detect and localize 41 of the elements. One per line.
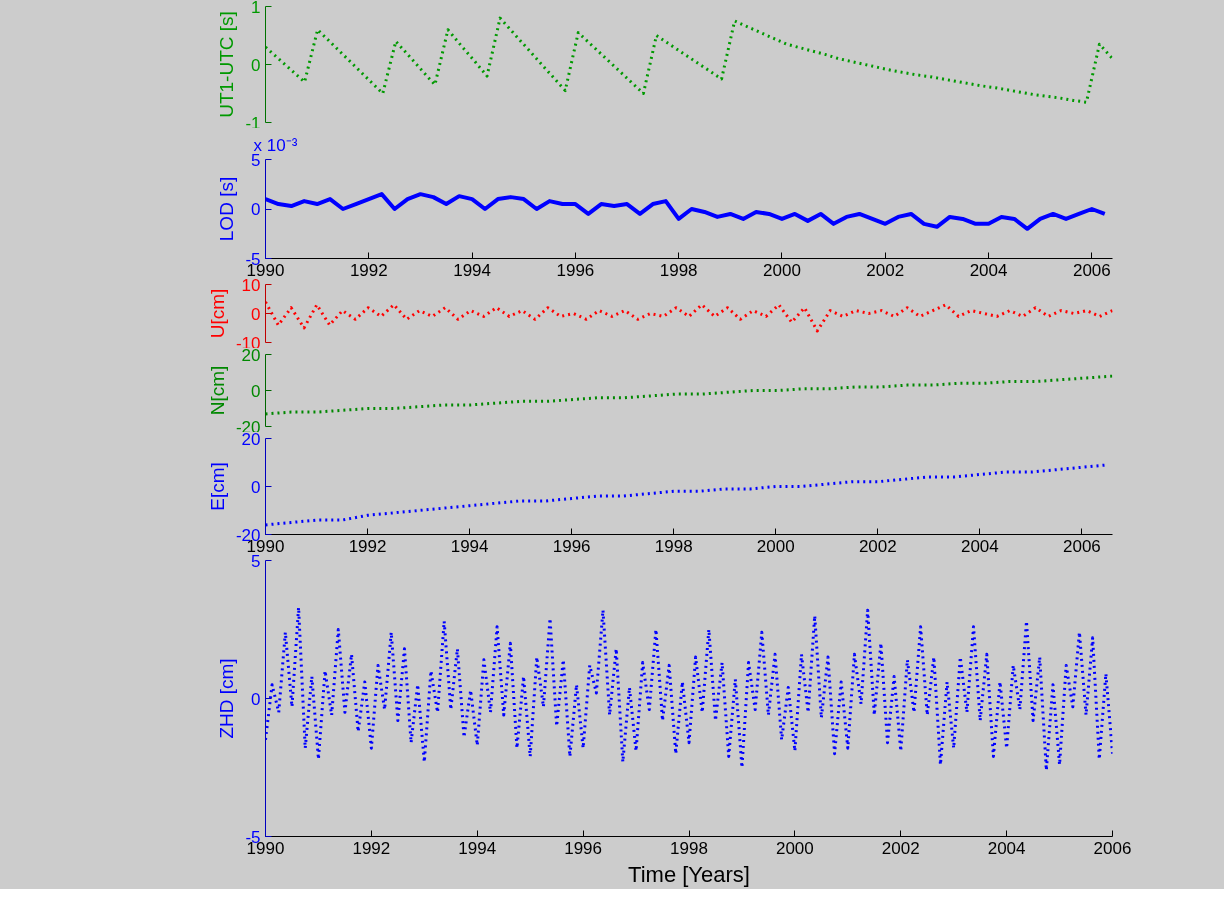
x-tick-label: 1998 <box>659 260 698 280</box>
x-tick-label: 2004 <box>960 536 999 556</box>
y-tick-label: 0 <box>251 304 261 324</box>
y-axis-title: ZHD [cm] <box>216 658 238 739</box>
y-tick-label: 0 <box>251 200 261 219</box>
x-tick-label: 2002 <box>881 838 920 858</box>
x-tick-label: 1994 <box>453 260 491 280</box>
x-tick-label: 1992 <box>349 260 388 280</box>
x-tick-label: 1994 <box>458 838 497 858</box>
y-tick-label: 0 <box>251 689 261 709</box>
x-tick-label: 2004 <box>969 260 1008 280</box>
x-tick-label: 1998 <box>654 536 693 556</box>
x-tick-label: 2000 <box>775 838 814 858</box>
y-axis-title: UT1-UTC [s] <box>216 11 238 118</box>
y-tick-label: 5 <box>251 551 261 571</box>
x-tick-label: 1992 <box>348 536 387 556</box>
x-tick-label: 1994 <box>450 536 489 556</box>
x-tick-label: 1998 <box>670 838 708 858</box>
x-tick-label: 2006 <box>1072 260 1111 280</box>
x-axis-title: Time [Years] <box>628 861 750 887</box>
x-tick-label: 1996 <box>556 260 595 280</box>
x-tick-label: 1992 <box>352 838 391 858</box>
x-tick-label: 1996 <box>564 838 603 858</box>
x-tick-label: 2006 <box>1062 536 1101 556</box>
y-axis-title: N[cm] <box>206 365 228 416</box>
x-tick-label: 2002 <box>858 536 897 556</box>
x-tick-label: 2006 <box>1093 838 1132 858</box>
y-tick-label: -1 <box>245 113 261 133</box>
y-tick-label: 0 <box>251 477 261 497</box>
y-tick-label: 0 <box>251 55 261 75</box>
y-tick-label: 0 <box>251 381 261 401</box>
x-tick-label: 2000 <box>763 260 801 280</box>
y-axis-title: E[cm] <box>206 462 228 511</box>
x-tick-label: 2004 <box>987 838 1026 858</box>
y-tick-label: 1 <box>251 0 261 17</box>
y-axis-title: LOD [s] <box>216 176 238 242</box>
x-tick-label: 1996 <box>552 536 591 556</box>
x-tick-label: 2000 <box>756 536 795 556</box>
y-tick-label: 10 <box>241 275 261 295</box>
x-tick-label: 2002 <box>866 260 905 280</box>
y-axis-title: U[cm] <box>206 288 228 339</box>
